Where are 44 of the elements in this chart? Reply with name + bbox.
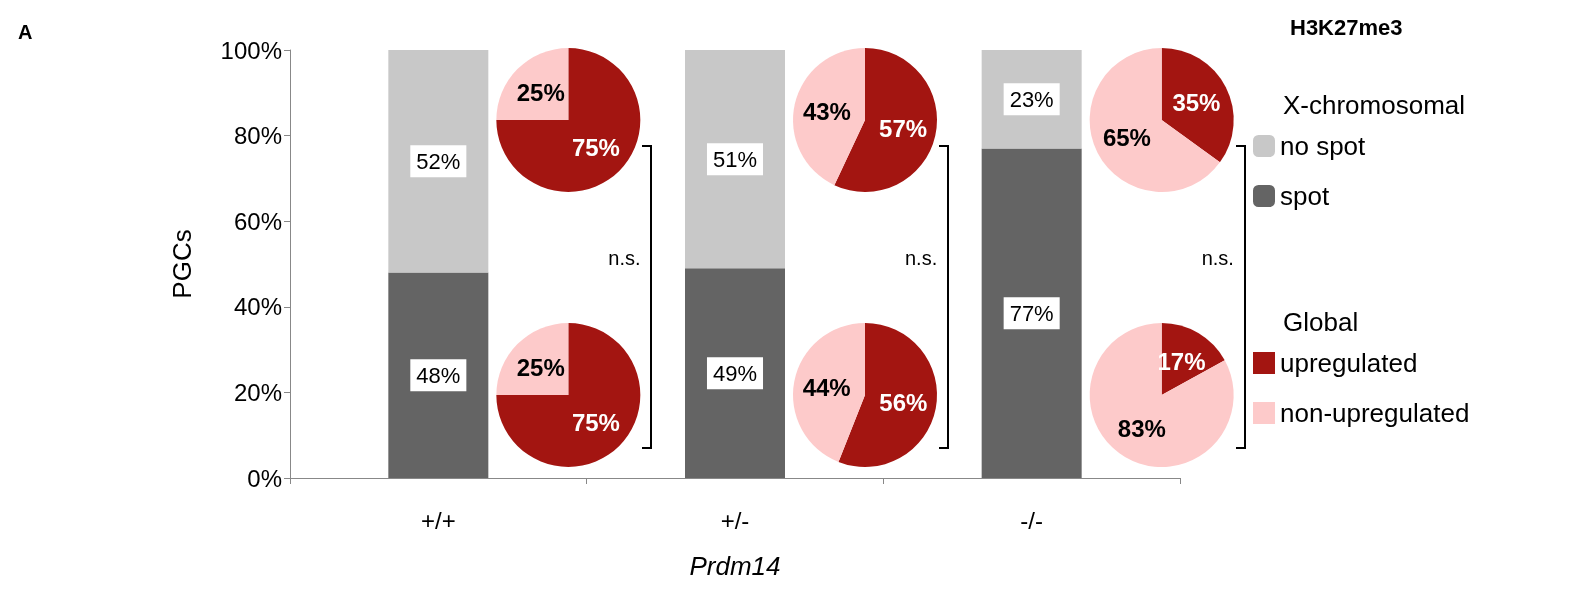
- data-label: 75%: [571, 134, 620, 162]
- data-label: 77%: [1009, 300, 1054, 326]
- data-label: 83%: [1117, 415, 1166, 443]
- data-label: 43%: [802, 97, 851, 125]
- y-tick-label: 80%: [233, 122, 282, 150]
- y-axis-title: PGCs: [167, 229, 197, 299]
- data-label: 49%: [712, 360, 758, 386]
- x-tick-label: +/+: [420, 506, 456, 534]
- data-label: 48%: [416, 362, 461, 388]
- bar: [388, 50, 489, 273]
- x-tick-label: +/-: [720, 506, 750, 534]
- legend-label: no spot: [1280, 131, 1367, 161]
- bar: [388, 272, 489, 478]
- legend-label: upregulated: [1280, 348, 1418, 378]
- y-tick-label: 100%: [220, 36, 282, 64]
- data-label: 75%: [571, 409, 620, 437]
- bar: [981, 148, 1082, 478]
- data-label: 52%: [416, 148, 461, 174]
- y-tick-label: 20%: [233, 378, 282, 406]
- legend-title: X-chromosomal: [1283, 90, 1466, 120]
- data-label: 23%: [1009, 86, 1054, 112]
- y-tick-label: 60%: [233, 207, 282, 235]
- y-tick-label: 0%: [247, 464, 282, 492]
- data-label: 25%: [516, 78, 565, 106]
- text: H3K27me3: [1290, 14, 1403, 40]
- bar: [685, 50, 785, 269]
- x-axis-title: Prdm14: [689, 551, 781, 581]
- annotation: n.s.: [608, 246, 641, 269]
- annotation: n.s.: [905, 246, 938, 269]
- data-label: 65%: [1102, 124, 1151, 152]
- data-label: 56%: [879, 388, 928, 416]
- data-label: 35%: [1172, 88, 1221, 116]
- legend-label: non-upregulated: [1280, 398, 1470, 428]
- x-tick-label: -/-: [1020, 506, 1043, 534]
- bar: [685, 268, 785, 478]
- data-label: 25%: [516, 353, 565, 381]
- data-label: 57%: [879, 115, 928, 143]
- legend-title: Global: [1283, 307, 1359, 337]
- y-tick-label: 40%: [233, 293, 282, 321]
- text: A: [18, 21, 33, 43]
- data-label: 51%: [712, 146, 758, 172]
- data-label: 44%: [802, 374, 851, 402]
- legend-label: spot: [1280, 181, 1330, 211]
- text: n.s.: [1201, 246, 1234, 269]
